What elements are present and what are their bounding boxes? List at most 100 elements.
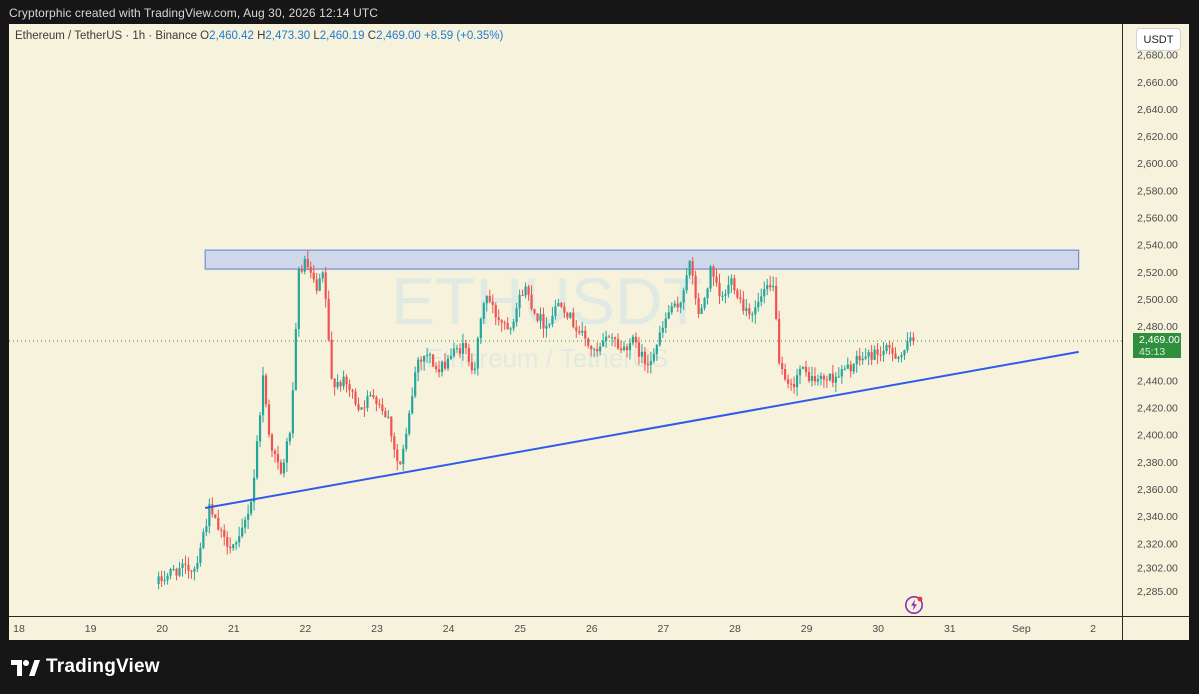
candle-body <box>587 338 590 346</box>
resistance-zone-layer <box>204 249 1080 270</box>
bar-countdown: 45:13 <box>1139 346 1166 358</box>
flash-icon[interactable] <box>904 595 924 615</box>
x-tick-label: 29 <box>801 623 813 635</box>
candle-body <box>628 343 632 351</box>
price-chart[interactable]: ETHUSDT Ethereum / TetherUS 2,680.00 2,66… <box>9 24 1189 640</box>
candle-body <box>569 312 572 318</box>
candle-body <box>667 312 670 319</box>
candle-body <box>822 375 826 380</box>
candle-body <box>360 407 363 410</box>
candle-body <box>661 327 664 333</box>
candle-body <box>509 328 512 330</box>
tradingview-logo-icon <box>11 660 40 676</box>
close-label: C <box>367 30 377 42</box>
candle-body <box>217 517 220 530</box>
candle-body <box>834 376 837 383</box>
candle-body <box>858 355 861 361</box>
y-tick-label: 2,320.00 <box>1137 538 1178 550</box>
candle-body <box>417 359 420 373</box>
overlay-layer <box>9 340 1122 509</box>
candle-body <box>431 354 435 367</box>
candle-body <box>810 376 814 381</box>
candle-body <box>276 454 280 463</box>
candle-body <box>754 307 757 315</box>
candle-body <box>408 413 411 434</box>
candle-body <box>372 394 375 398</box>
candle-body <box>288 433 291 442</box>
candle-body <box>578 330 581 333</box>
candle-body <box>906 341 909 351</box>
watermark: ETHUSDT Ethereum / TetherUS <box>391 264 703 373</box>
candle-body <box>420 359 423 362</box>
candle-body <box>172 568 175 570</box>
candle-body <box>238 536 241 543</box>
candle-body <box>849 364 852 372</box>
candle-body <box>619 348 623 351</box>
candle-body <box>682 290 685 303</box>
candle-body <box>637 342 641 357</box>
candle-body <box>903 350 906 356</box>
footer-brand[interactable]: TradingView <box>10 655 160 679</box>
candle-body <box>440 361 444 373</box>
candle-body <box>497 317 500 321</box>
candle-body <box>610 337 614 339</box>
y-tick-label: 2,480.00 <box>1137 321 1178 333</box>
candle-body <box>733 278 736 291</box>
y-tick-label: 2,420.00 <box>1137 403 1178 415</box>
candle-body <box>563 306 566 313</box>
candle-body <box>405 433 408 449</box>
candle-body <box>232 544 235 549</box>
candle-body <box>241 527 244 537</box>
candle-body <box>166 575 169 581</box>
candle-body <box>646 363 649 366</box>
candle-body <box>521 295 524 297</box>
currency-selector[interactable]: USDT <box>1136 28 1181 51</box>
candle-body <box>423 356 426 362</box>
candle-body <box>798 368 802 376</box>
candle-body <box>369 394 372 397</box>
price-axis[interactable]: 2,680.00 2,660.00 2,640.00 2,620.00 2,600.00… <box>1137 50 1178 598</box>
candle-body <box>718 282 721 296</box>
symbol-info[interactable]: Ethereum / TetherUS · 1h · Binance <box>15 30 197 42</box>
candle-body <box>187 564 190 571</box>
candle-body <box>831 373 834 383</box>
candle-body <box>291 390 294 434</box>
candle-body <box>488 295 491 302</box>
x-tick-label: 31 <box>944 623 956 635</box>
candle-body <box>697 298 700 314</box>
candle-body <box>354 391 357 405</box>
candle-body <box>649 361 652 366</box>
candle-body <box>616 339 620 349</box>
y-tick-label: 2,560.00 <box>1137 213 1178 225</box>
candle-body <box>363 407 366 409</box>
candle-body <box>303 258 306 272</box>
candle-body <box>426 354 429 357</box>
candle-body <box>202 532 205 548</box>
candle-body <box>876 349 879 355</box>
open-label: O <box>200 30 210 42</box>
x-tick-label: 26 <box>586 623 598 635</box>
y-tick-label: 2,640.00 <box>1137 104 1178 116</box>
candle-body <box>608 336 611 338</box>
y-tick-label: 2,680.00 <box>1137 50 1178 62</box>
candle-body <box>414 372 417 397</box>
resistance-zone[interactable] <box>204 249 1080 270</box>
candle-body <box>852 364 855 372</box>
candle-body <box>545 325 548 329</box>
candle-body <box>625 346 629 351</box>
x-tick-label: 27 <box>658 623 670 635</box>
candle-body <box>345 376 348 385</box>
close-value: 2,469.00 <box>376 30 421 42</box>
candle-body <box>605 336 608 341</box>
time-axis[interactable]: 18 19 20 21 22 23 24 25 26 27 28 29 30 31 Sep 2 <box>13 623 1096 635</box>
candle-body <box>804 366 808 372</box>
candle-body <box>909 337 912 342</box>
candle-body <box>449 355 453 359</box>
trend-line[interactable] <box>204 350 1079 509</box>
y-tick-label: 2,400.00 <box>1137 430 1178 442</box>
candle-body <box>273 450 277 455</box>
chart-area[interactable]: ETHUSDT Ethereum / TetherUS 2,680.00 2,66… <box>9 24 1189 640</box>
candle-body <box>837 376 840 378</box>
candle-body <box>825 379 828 381</box>
candle-body <box>252 477 256 502</box>
